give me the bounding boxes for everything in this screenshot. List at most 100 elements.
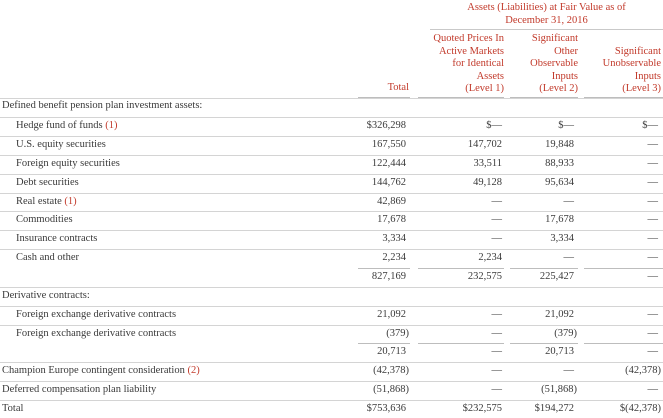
section-heading-pension: Defined benefit pension plan investment … (2, 100, 203, 111)
cell-level2: (379) (554, 328, 577, 339)
cell-total: (379) (386, 328, 409, 339)
row-divider (0, 325, 663, 326)
subtotal-level2: 225,427 (539, 271, 574, 282)
cell-level3: — (647, 177, 659, 188)
subtotal-rule (584, 268, 663, 269)
cell-level1: — (491, 214, 503, 225)
column-header-level1: Quoted Prices In Active Markets for Iden… (433, 33, 504, 94)
header-underline-level1 (418, 97, 504, 98)
cell-level1: $— (486, 120, 502, 131)
grand-total-level2: $194,272 (534, 403, 574, 414)
subtotal-rule (418, 343, 504, 344)
cell-level2: — (563, 252, 575, 263)
cell-total: 21,092 (377, 309, 406, 320)
column-header-level3: Significant Unobservable Inputs (Level 3… (602, 45, 661, 95)
cell-total: 3,334 (382, 233, 406, 244)
cell-level3: — (647, 214, 659, 225)
row-divider (0, 306, 663, 307)
cell-level3: — (647, 328, 659, 339)
subtotal-rule (584, 343, 663, 344)
header-underline-level2 (510, 97, 578, 98)
subtotal-rule (418, 268, 504, 269)
cell-level1: 49,128 (473, 177, 502, 188)
cell-level1: — (491, 328, 503, 339)
cell-level2: $— (558, 120, 574, 131)
cell-level2: 95,634 (545, 177, 574, 188)
cell-level3: — (647, 309, 659, 320)
row-divider (0, 362, 663, 363)
column-group-title-line1: Assets (Liabilities) at Fair Value as of (467, 2, 626, 13)
cell-total: 167,550 (371, 139, 406, 150)
row-divider (0, 98, 663, 99)
subtotal-rule (358, 268, 410, 269)
cell-total: 17,678 (377, 214, 406, 225)
cell-total: 144,762 (371, 177, 406, 188)
cell-level1: — (491, 196, 503, 207)
cell-level1: — (491, 309, 503, 320)
column-group-title-line2: December 31, 2016 (505, 15, 588, 26)
cell-level2: 3,334 (550, 233, 574, 244)
subtotal-rule (358, 343, 410, 344)
row-divider (0, 381, 663, 382)
row-label-commodities: Commodities (16, 214, 73, 225)
column-group-rule (430, 29, 663, 30)
row-label-real-estate: Real estate (1) (16, 196, 77, 207)
cell-total: (42,378) (373, 365, 409, 376)
subtotal-rule (510, 268, 578, 269)
row-divider (0, 249, 663, 250)
cell-level3: — (647, 158, 659, 169)
cell-level3: — (647, 139, 659, 150)
cell-level1: — (491, 365, 503, 376)
cell-level3: (42,378) (625, 365, 661, 376)
cell-level1: 147,702 (467, 139, 502, 150)
row-label-champion-europe: Champion Europe contingent consideration… (2, 365, 200, 376)
row-label-insurance: Insurance contracts (16, 233, 98, 244)
row-divider (0, 400, 663, 401)
row-divider (0, 117, 663, 118)
cell-level1: 2,234 (478, 252, 502, 263)
header-underline-level3 (584, 97, 663, 98)
cell-level3: — (647, 233, 659, 244)
cell-total: (51,868) (373, 384, 409, 395)
row-label-fx-contracts: Foreign exchange derivative contracts (16, 309, 177, 320)
row-divider (0, 230, 663, 231)
cell-level2: 17,678 (545, 214, 574, 225)
header-underline-total (358, 97, 410, 98)
cell-level3: — (647, 252, 659, 263)
column-group-header: Assets (Liabilities) at Fair Value as of… (430, 1, 663, 27)
cell-level2: 21,092 (545, 309, 574, 320)
subtotal-rule (510, 343, 578, 344)
cell-level1: 33,511 (473, 158, 503, 169)
footnote-ref: (1) (64, 196, 77, 207)
cell-total: 122,444 (371, 158, 406, 169)
cell-level1: — (491, 384, 503, 395)
cell-total: 42,869 (377, 196, 406, 207)
column-header-total: Total (387, 82, 409, 93)
row-divider (0, 211, 663, 212)
cell-level2: (51,868) (541, 384, 577, 395)
section-heading-derivative: Derivative contracts: (2, 290, 90, 301)
row-divider (0, 193, 663, 194)
column-header-level2: Significant Other Observable Inputs (Lev… (530, 33, 578, 94)
row-divider (0, 287, 663, 288)
footnote-ref: (1) (105, 120, 118, 131)
cell-total: $326,298 (366, 120, 406, 131)
cell-level2: 19,848 (545, 139, 574, 150)
grand-total-level3: $(42,378) (619, 403, 661, 414)
cell-level3: — (647, 384, 659, 395)
row-divider (0, 174, 663, 175)
row-label-deferred-comp: Deferred compensation plan liability (2, 384, 157, 395)
row-label-foreign-equity: Foreign equity securities (16, 158, 120, 169)
cell-level2: — (563, 365, 575, 376)
row-label-hedge-fund: Hedge fund of funds (1) (16, 120, 118, 131)
subtotal-level3: — (647, 346, 659, 357)
cell-level2: 88,933 (545, 158, 574, 169)
subtotal-level1: — (491, 346, 503, 357)
subtotal-level3: — (647, 271, 659, 282)
row-divider (0, 136, 663, 137)
row-label-fx-contracts: Foreign exchange derivative contracts (16, 328, 177, 339)
grand-total-total: $753,636 (366, 403, 406, 414)
cell-total: 2,234 (382, 252, 406, 263)
row-label-us-equity: U.S. equity securities (16, 139, 106, 150)
cell-level3: — (647, 196, 659, 207)
